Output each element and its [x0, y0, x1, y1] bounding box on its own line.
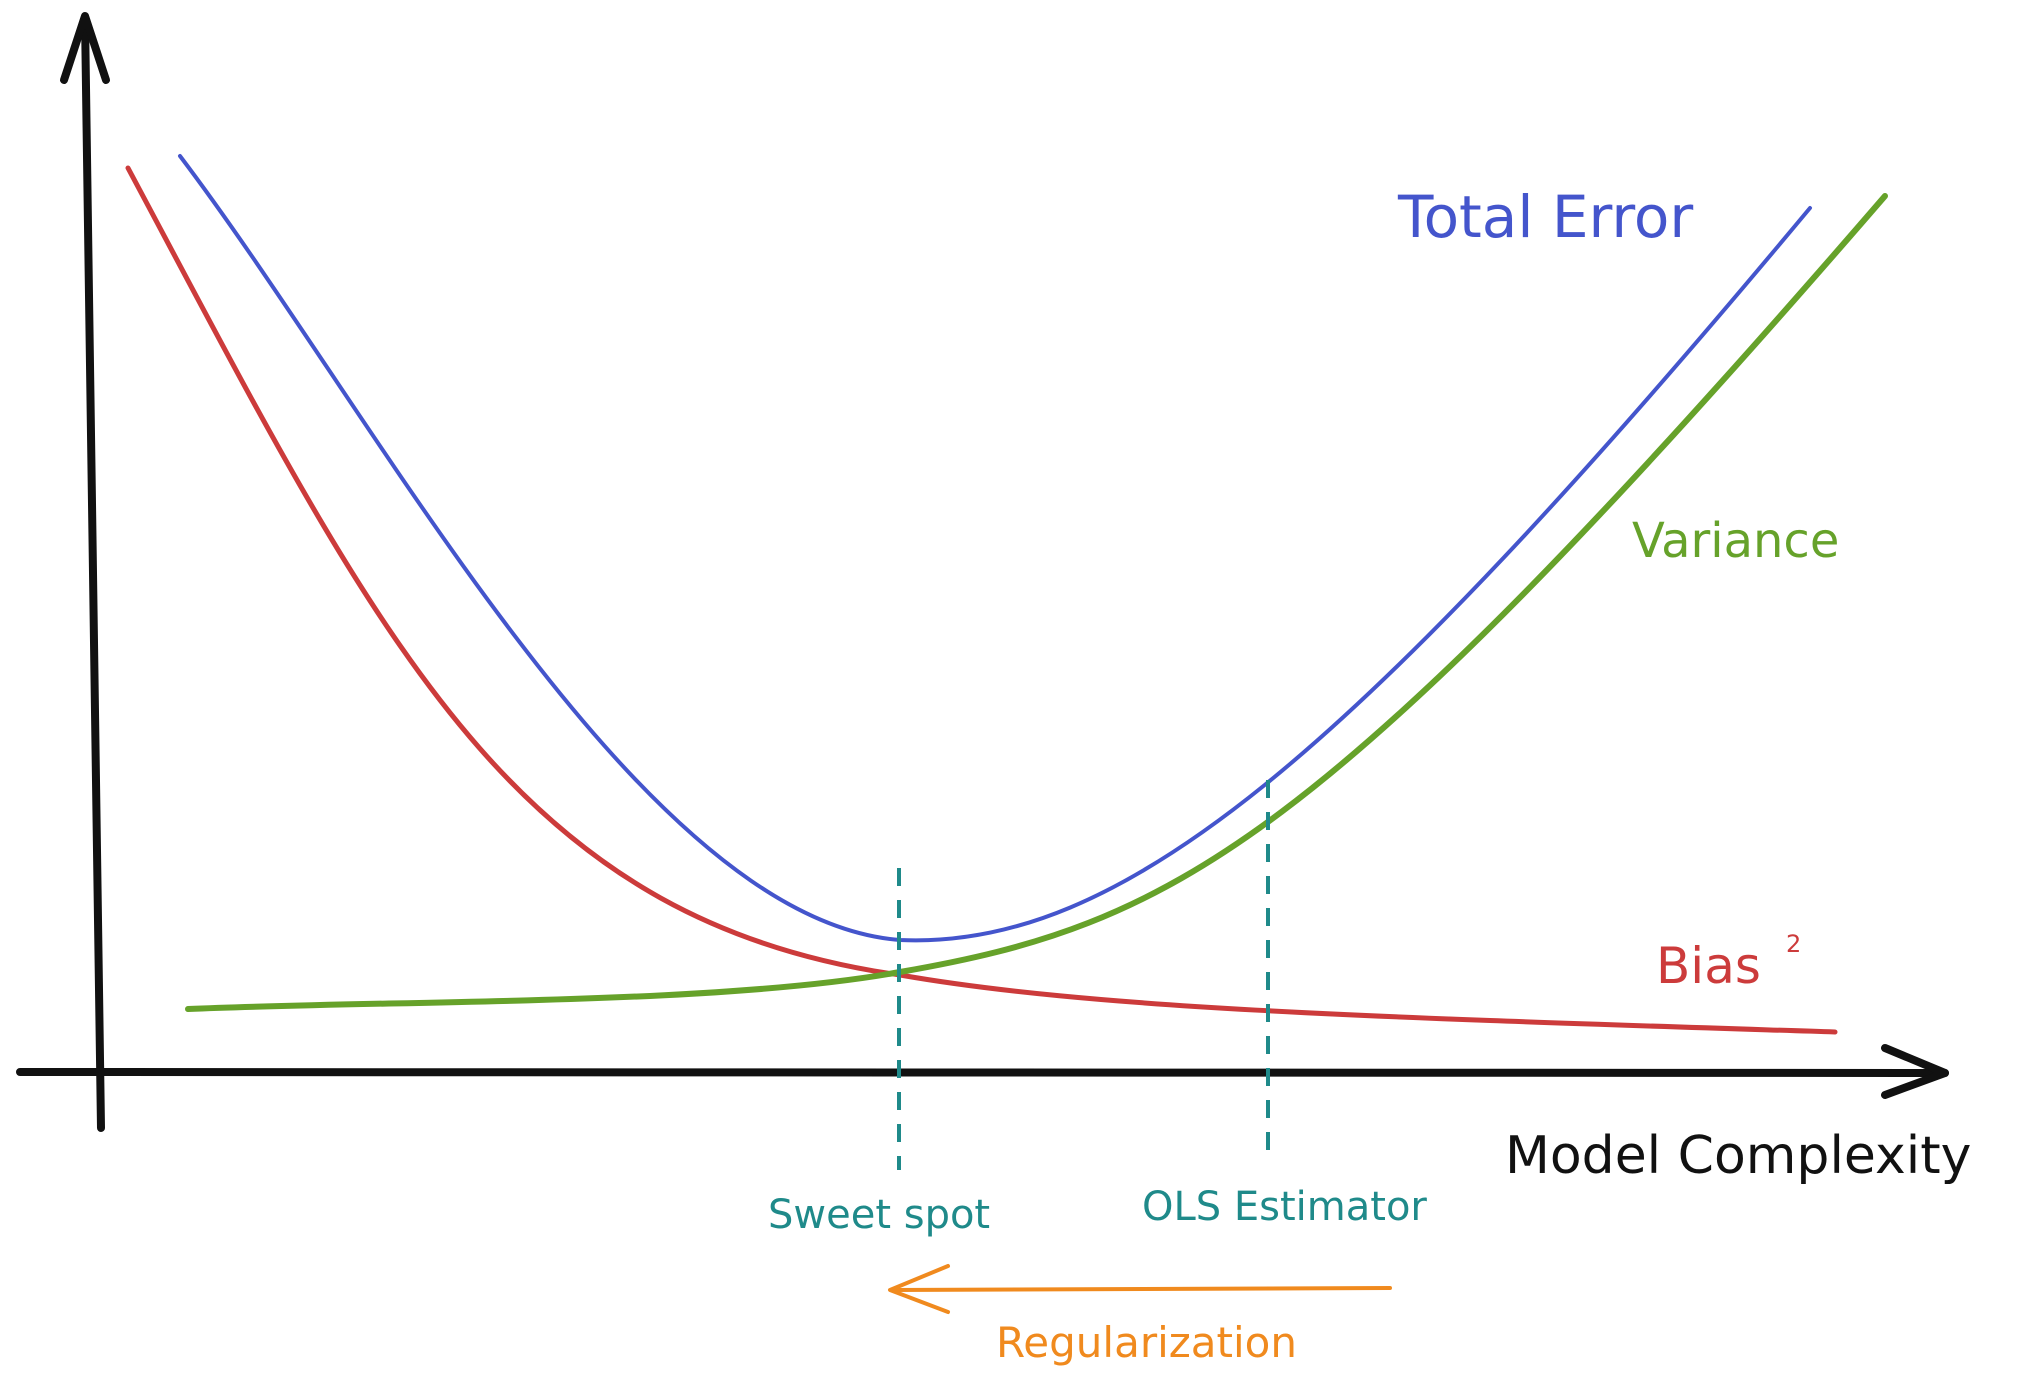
- regularization-label: Regularization: [996, 1318, 1297, 1367]
- x-axis-arrowhead: [1881, 1044, 1949, 1099]
- x-axis-line: [16, 1068, 1949, 1077]
- y-axis-arrowhead: [60, 12, 110, 84]
- y-axis-line: [81, 14, 105, 1132]
- sweet-spot-label: Sweet spot: [768, 1192, 990, 1238]
- x-axis-label: Model Complexity: [1505, 1126, 1971, 1186]
- x-axis: [16, 1044, 1949, 1099]
- bias-curve: [125, 165, 1838, 1035]
- regularization-arrow: [888, 1264, 1392, 1314]
- regularization-arrowhead: [888, 1264, 950, 1314]
- ols-estimator-label: OLS Estimator: [1142, 1184, 1427, 1230]
- regularization-arrow-shaft: [890, 1286, 1392, 1292]
- y-axis: [60, 12, 110, 1132]
- total-error-label: Total Error: [1397, 183, 1693, 251]
- bias-label: Bias: [1656, 937, 1761, 995]
- variance-curve: [185, 193, 1888, 1012]
- variance-label: Variance: [1632, 513, 1839, 569]
- bias-superscript: 2: [1786, 930, 1801, 958]
